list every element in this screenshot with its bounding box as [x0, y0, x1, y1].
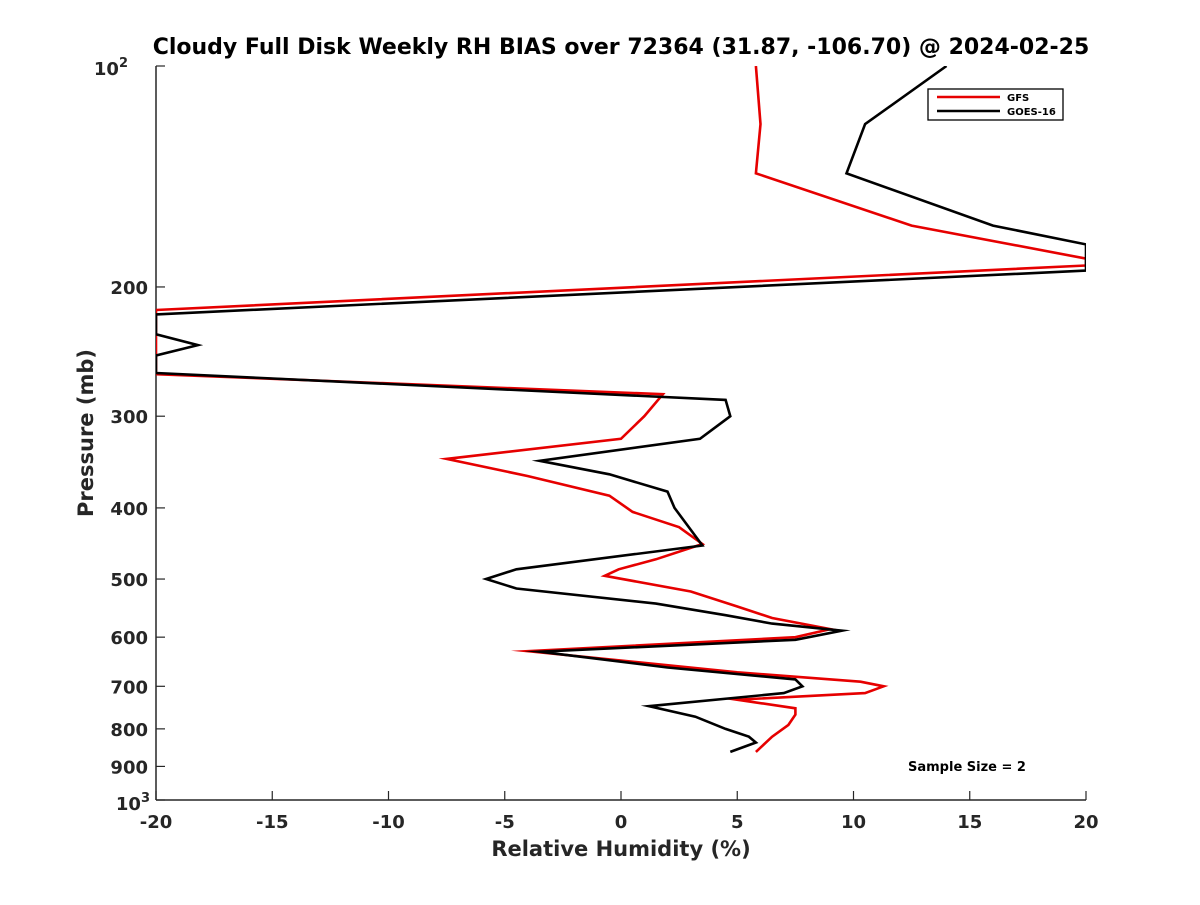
y-tick-label: 400 [110, 499, 148, 520]
series-lines [156, 66, 1086, 754]
series-line-gfs [156, 66, 1086, 753]
x-tick-label: -15 [256, 812, 289, 833]
y-tick-label: 900 [110, 757, 148, 778]
x-tick-label: 15 [957, 812, 982, 833]
y-tick-label: 600 [110, 628, 148, 649]
y-tick-label: 300 [110, 407, 148, 428]
x-tick-label: 0 [615, 812, 628, 833]
legend: GFS GOES-16 [927, 88, 1064, 121]
x-tick-label: -5 [495, 812, 515, 833]
x-ticks: -20 -15 -10 -5 0 5 10 15 20 [140, 791, 1099, 833]
legend-label: GOES-16 [1007, 107, 1056, 118]
y-tick-label: 800 [110, 720, 148, 741]
x-axis-label: Relative Humidity (%) [491, 837, 750, 861]
y-ticks: 200 300 400 500 600 700 800 900 [110, 65, 165, 801]
y-tick-label: 700 [110, 677, 148, 698]
x-tick-label: 5 [731, 812, 744, 833]
x-tick-label: 10 [841, 812, 866, 833]
legend-label: GFS [1007, 93, 1029, 104]
series-line-goes-16 [156, 66, 1086, 754]
y-axis-label: Pressure (mb) [74, 349, 98, 517]
y-tick-label-bottom: 103 [116, 791, 150, 815]
legend-box [927, 88, 1064, 121]
sample-size-annotation: Sample Size = 2 [908, 760, 1026, 775]
plot-area [155, 66, 1086, 801]
chart-title: Cloudy Full Disk Weekly RH BIAS over 723… [153, 35, 1090, 60]
y-tick-label-top: 102 [94, 56, 128, 80]
x-tick-label: 20 [1073, 812, 1098, 833]
x-tick-label: -20 [140, 812, 173, 833]
y-tick-label: 500 [110, 570, 148, 591]
x-tick-label: -10 [372, 812, 405, 833]
y-tick-label: 200 [110, 278, 148, 299]
